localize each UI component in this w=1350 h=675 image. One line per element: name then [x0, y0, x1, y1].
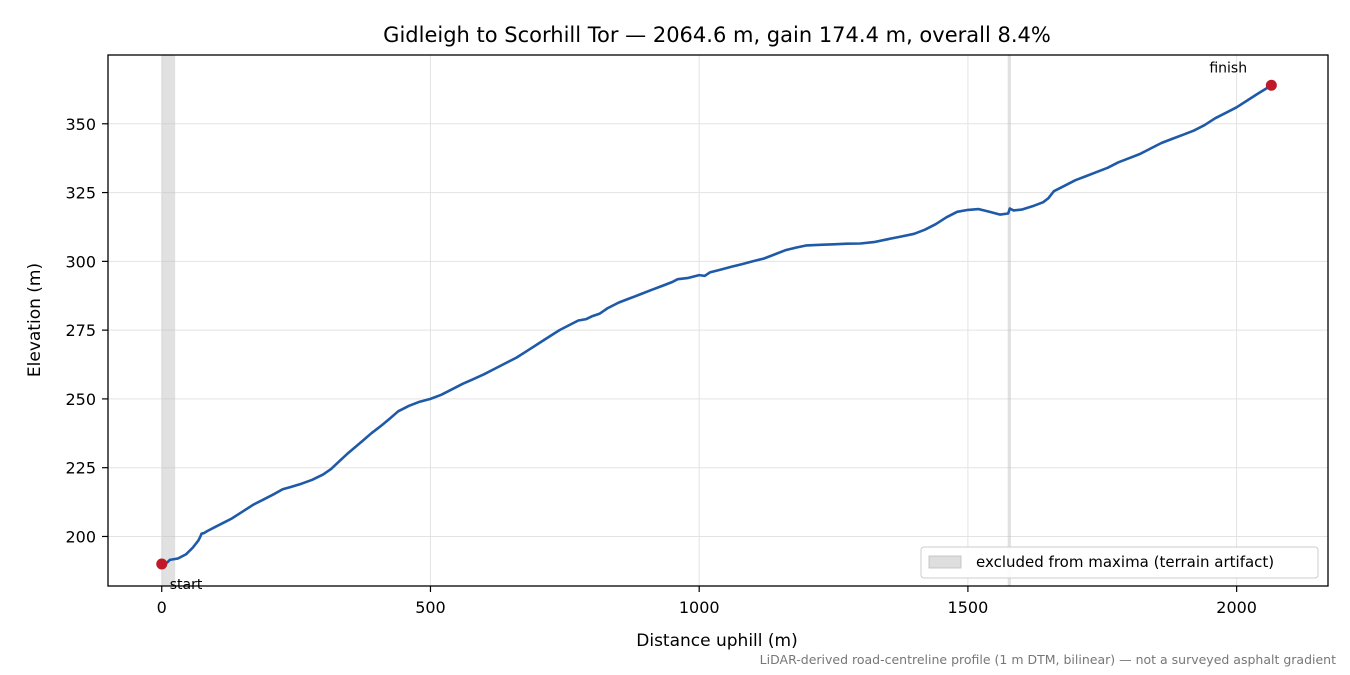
x-tick-label: 500 — [415, 598, 446, 617]
x-tick-label: 1500 — [948, 598, 989, 617]
excluded-band — [161, 55, 176, 586]
endpoint-marker — [1265, 79, 1277, 91]
x-tick-label: 1000 — [679, 598, 720, 617]
x-tick-label: 0 — [157, 598, 167, 617]
finish-label: finish — [1209, 60, 1247, 76]
legend-box — [920, 546, 1319, 579]
start-label: start — [170, 577, 203, 593]
y-tick-label: 225 — [65, 459, 96, 478]
x-tick-label: 2000 — [1216, 598, 1257, 617]
chart-title: Gidleigh to Scorhill Tor — 2064.6 m, gai… — [383, 23, 1051, 47]
endpoint-marker — [156, 558, 168, 570]
series-layer — [160, 84, 1273, 566]
y-tick-label: 250 — [65, 390, 96, 409]
y-tick-label: 350 — [65, 115, 96, 134]
x-ticks: 0 500 1000 1500 2000 — [157, 586, 1257, 617]
y-tick-label: 275 — [65, 321, 96, 340]
excluded-band — [1007, 55, 1011, 586]
footnote: LiDAR-derived road-centreline profile (1… — [760, 652, 1336, 667]
y-tick-label: 300 — [65, 252, 96, 271]
y-axis-label: Elevation (m) — [25, 263, 45, 377]
grid — [108, 55, 1328, 586]
plot-frame — [107, 54, 1329, 587]
excluded-bands — [161, 55, 1011, 586]
y-ticks: 200 225 250 275 300 325 350 — [65, 115, 108, 546]
y-tick-label: 200 — [65, 527, 96, 546]
endpoint-markers: start finish — [156, 60, 1277, 593]
legend: excluded from maxima (terrain artifact) — [920, 546, 1319, 579]
y-tick-label: 325 — [65, 184, 96, 203]
legend-label: excluded from maxima (terrain artifact) — [976, 553, 1274, 571]
x-axis-label: Distance uphill (m) — [636, 631, 797, 651]
elevation-line — [160, 84, 1273, 566]
legend-swatch — [928, 555, 962, 569]
